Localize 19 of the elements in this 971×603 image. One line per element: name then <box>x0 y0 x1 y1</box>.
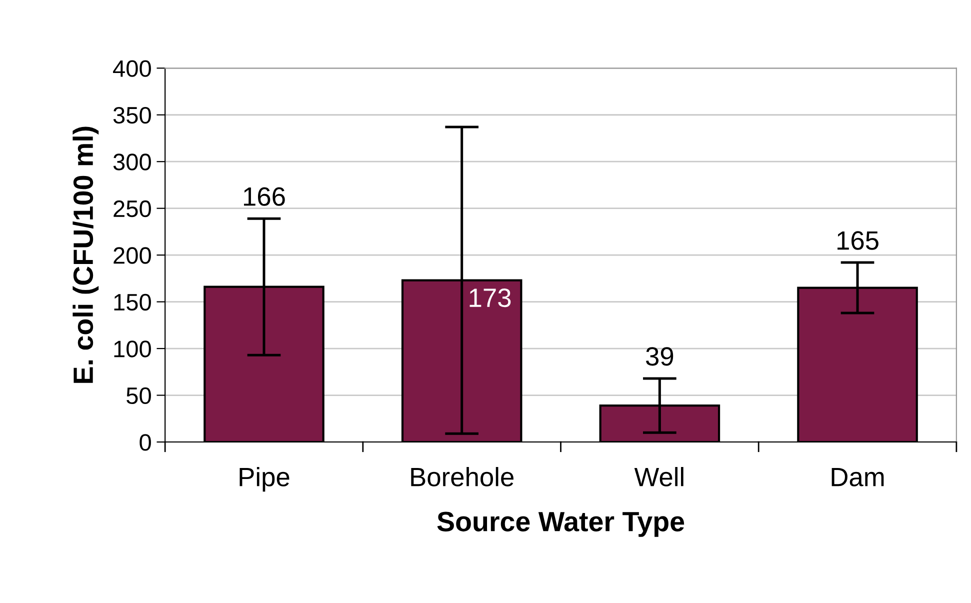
x-tick-label: Pipe <box>240 467 290 492</box>
data-label: 173 <box>470 288 511 308</box>
y-tick-label: 0 <box>140 434 151 451</box>
x-tick-label: Borehole <box>411 467 514 486</box>
data-label: 166 <box>244 187 285 206</box>
y-tick-label: 250 <box>114 200 151 218</box>
data-label: 39 <box>646 347 674 366</box>
y-axis-title: E. coli (CFU/100 ml) <box>72 126 99 383</box>
y-tick-label: 400 <box>113 60 151 77</box>
y-tick-label: 50 <box>126 387 151 404</box>
y-tick-label: 300 <box>113 154 151 170</box>
y-tick-label: 100 <box>114 340 151 358</box>
y-tick-label: 200 <box>114 247 151 264</box>
y-tick-label: 150 <box>114 294 151 311</box>
data-label: 165 <box>838 231 878 250</box>
x-tick-label: Dam <box>832 468 884 486</box>
x-tick-label: Well <box>634 467 684 486</box>
x-axis-title: Source Water Type <box>437 512 684 537</box>
y-tick-label: 350 <box>113 106 151 124</box>
